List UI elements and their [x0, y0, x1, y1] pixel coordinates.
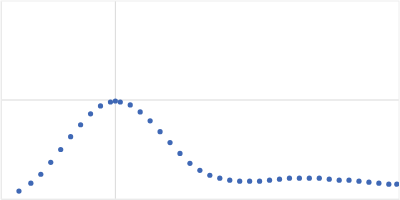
- point: [28, 181, 33, 186]
- point: [98, 103, 103, 108]
- point: [148, 118, 153, 123]
- plot-frame: [1, 1, 399, 199]
- point: [38, 172, 43, 177]
- point: [257, 179, 262, 184]
- grid: [1, 1, 399, 199]
- point: [277, 177, 282, 182]
- point: [297, 176, 302, 181]
- point: [68, 134, 73, 139]
- grid-line: [1, 100, 399, 101]
- point: [113, 98, 118, 103]
- point: [317, 176, 322, 181]
- chart: [0, 0, 400, 200]
- point: [346, 178, 351, 183]
- point: [128, 102, 133, 107]
- point: [78, 122, 83, 127]
- point: [197, 168, 202, 173]
- point: [287, 176, 292, 181]
- point: [217, 176, 222, 181]
- point: [207, 173, 212, 178]
- point: [138, 109, 143, 114]
- point: [16, 188, 21, 193]
- point: [267, 178, 272, 183]
- point: [237, 179, 242, 184]
- point: [48, 160, 53, 165]
- point: [108, 99, 113, 104]
- point: [157, 129, 162, 134]
- point: [118, 99, 123, 104]
- point: [247, 179, 252, 184]
- point: [167, 140, 172, 145]
- point: [337, 178, 342, 183]
- point: [366, 180, 371, 185]
- point: [58, 147, 63, 152]
- point: [386, 182, 391, 187]
- point: [88, 111, 93, 116]
- point: [327, 177, 332, 182]
- point: [227, 178, 232, 183]
- point: [394, 182, 399, 187]
- point: [356, 179, 361, 184]
- point: [376, 181, 381, 186]
- point: [177, 151, 182, 156]
- points: [16, 98, 399, 193]
- point: [307, 176, 312, 181]
- point: [187, 161, 192, 166]
